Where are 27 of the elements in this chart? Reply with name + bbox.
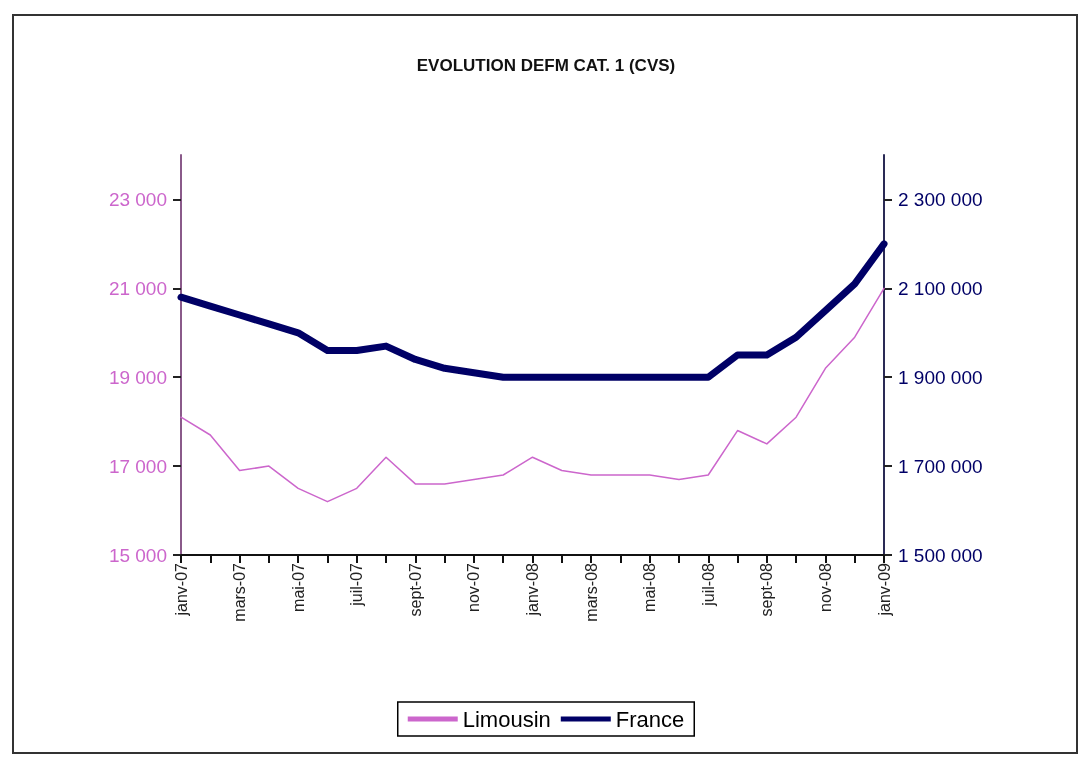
y-tick-label: 21 000 — [108, 277, 167, 299]
y2-tick-label: 1 900 000 — [898, 366, 983, 388]
x-tick-label: sept-07 — [406, 562, 424, 617]
x-tick-label: mai-07 — [289, 562, 307, 612]
y-tick-label: 17 000 — [108, 455, 167, 477]
x-tick-label: sept-08 — [758, 562, 776, 617]
x-tick-label: mai-08 — [641, 562, 659, 612]
x-tick-label: janv-07 — [172, 562, 190, 617]
x-tick-label: janv-09 — [875, 562, 893, 617]
y-tick-label: 23 000 — [108, 188, 167, 210]
legend-label: France — [615, 706, 685, 732]
x-tick-label: mars-08 — [582, 562, 600, 622]
y2-tick-label: 2 100 000 — [898, 277, 983, 299]
y-tick-label: 15 000 — [108, 544, 167, 566]
x-tick-label: nov-08 — [816, 562, 834, 612]
x-tick-label: janv-08 — [524, 562, 541, 617]
legend-label: Limousin — [462, 706, 551, 732]
y2-tick-label: 1 500 000 — [898, 544, 983, 566]
x-tick-label: nov-07 — [465, 562, 483, 612]
x-tick-label: juil-08 — [699, 562, 717, 607]
chart-title: EVOLUTION DEFM CAT. 1 (CVS) — [416, 56, 676, 75]
y2-tick-label: 1 700 000 — [898, 455, 983, 477]
x-tick-label: mars-07 — [231, 562, 249, 622]
line-series — [180, 287, 885, 503]
y-tick-label: 19 000 — [108, 366, 167, 388]
y2-tick-label: 2 300 000 — [898, 188, 983, 210]
x-tick-label: juil-07 — [348, 562, 366, 607]
